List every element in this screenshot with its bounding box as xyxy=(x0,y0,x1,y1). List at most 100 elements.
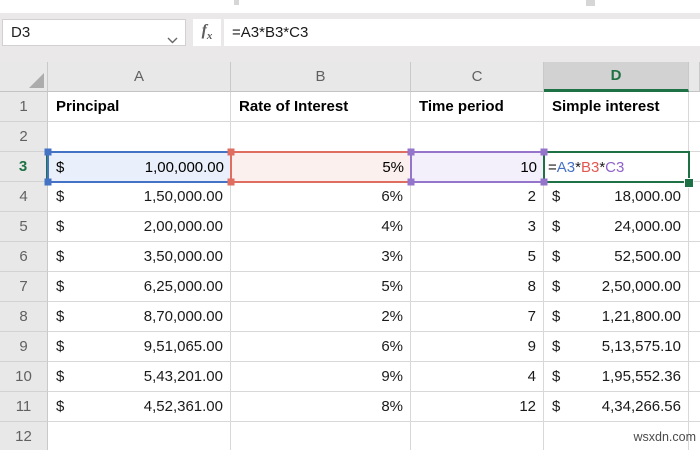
reference-box-b3[interactable]: 5% xyxy=(230,151,412,183)
cell-d5[interactable]: $24,000.00 xyxy=(544,212,689,242)
cell-b7[interactable]: 5% xyxy=(231,272,411,302)
cell-d8[interactable]: $1,21,800.00 xyxy=(544,302,689,332)
cell-a12[interactable] xyxy=(48,422,231,450)
cell-value: 1,50,000.00 xyxy=(143,188,223,205)
cell-d10[interactable]: $1,95,552.36 xyxy=(544,362,689,392)
reference-box-a3[interactable]: $ 1,00,000.00 xyxy=(47,151,232,183)
select-all-button[interactable] xyxy=(0,62,48,92)
ref-handle-red-top[interactable] xyxy=(227,148,235,156)
cell-c5[interactable]: 3 xyxy=(411,212,544,242)
ref-handle-red-bottom[interactable] xyxy=(227,178,235,186)
cell-a10[interactable]: $5,43,201.00 xyxy=(48,362,231,392)
currency-symbol: $ xyxy=(552,188,561,205)
insert-function-button[interactable]: fx xyxy=(193,19,221,46)
column-header-b[interactable]: B xyxy=(231,62,411,92)
cell-a1[interactable]: Principal xyxy=(48,92,231,122)
currency-symbol: $ xyxy=(552,338,561,355)
cell-b1[interactable]: Rate of Interest xyxy=(231,92,411,122)
sheet-row-12: 12 xyxy=(0,422,700,450)
cell-d7[interactable]: $2,50,000.00 xyxy=(544,272,689,302)
reference-box-c3[interactable]: 10 xyxy=(410,151,545,183)
cell-b6[interactable]: 3% xyxy=(231,242,411,272)
cell-value: 18,000.00 xyxy=(614,188,681,205)
ref-handle-blue-top[interactable] xyxy=(44,148,52,156)
row-header-12[interactable]: 12 xyxy=(0,422,48,450)
row-header-7[interactable]: 7 xyxy=(0,272,48,302)
cell-c2[interactable] xyxy=(411,122,544,152)
cell-c10[interactable]: 4 xyxy=(411,362,544,392)
currency-symbol: $ xyxy=(56,218,65,235)
fill-handle[interactable] xyxy=(684,178,694,188)
ref-handle-purple-right-top[interactable] xyxy=(540,148,548,156)
cell-d12[interactable] xyxy=(544,422,689,450)
row-header-9[interactable]: 9 xyxy=(0,332,48,362)
cell-a8[interactable]: $8,70,000.00 xyxy=(48,302,231,332)
cell-c1[interactable]: Time period xyxy=(411,92,544,122)
cell-b11[interactable]: 8% xyxy=(231,392,411,422)
cell-a7[interactable]: $6,25,000.00 xyxy=(48,272,231,302)
cell-d1[interactable]: Simple interest xyxy=(544,92,689,122)
cell-d2[interactable] xyxy=(544,122,689,152)
cell-c7[interactable]: 8 xyxy=(411,272,544,302)
cell-b2[interactable] xyxy=(231,122,411,152)
cell-sliver xyxy=(689,182,700,212)
cell-a6[interactable]: $3,50,000.00 xyxy=(48,242,231,272)
cell-b9[interactable]: 6% xyxy=(231,332,411,362)
row-header-1[interactable]: 1 xyxy=(0,92,48,122)
cell-c12[interactable] xyxy=(411,422,544,450)
sheet-row-7: 7 $6,25,000.00 5% 8 $2,50,000.00 xyxy=(0,272,700,302)
cell-c9[interactable]: 9 xyxy=(411,332,544,362)
cut-off-ribbon-strip xyxy=(0,0,700,13)
cell-a2[interactable] xyxy=(48,122,231,152)
cell-a5[interactable]: $2,00,000.00 xyxy=(48,212,231,242)
cell-b12[interactable] xyxy=(231,422,411,450)
cell-c4[interactable]: 2 xyxy=(411,182,544,212)
cell-value: 1,95,552.36 xyxy=(601,368,681,385)
formula-input[interactable]: =A3*B3*C3 xyxy=(224,19,700,46)
ref-handle-purple-right-bottom[interactable] xyxy=(540,178,548,186)
active-cell-d3-formula[interactable]: = A3 * B3 * C3 xyxy=(543,151,690,183)
cell-value: 9,51,065.00 xyxy=(143,338,223,355)
row-header-4[interactable]: 4 xyxy=(0,182,48,212)
cell-a4[interactable]: $1,50,000.00 xyxy=(48,182,231,212)
cell-value: 5,13,575.10 xyxy=(601,338,681,355)
cell-d9[interactable]: $5,13,575.10 xyxy=(544,332,689,362)
cell-value: 24,000.00 xyxy=(614,218,681,235)
cell-b5[interactable]: 4% xyxy=(231,212,411,242)
cell-value: 8% xyxy=(381,398,403,415)
cell-sliver xyxy=(689,272,700,302)
row-header-3-selected[interactable]: 3 xyxy=(0,152,48,182)
cell-b10[interactable]: 9% xyxy=(231,362,411,392)
formula-token-b3: B3 xyxy=(580,158,600,176)
row-header-2[interactable]: 2 xyxy=(0,122,48,152)
cell-value: 4 xyxy=(527,368,536,385)
column-header-a[interactable]: A xyxy=(48,62,231,92)
cell-a9[interactable]: $9,51,065.00 xyxy=(48,332,231,362)
cell-b4[interactable]: 6% xyxy=(231,182,411,212)
ref-handle-purple-left-bottom[interactable] xyxy=(407,178,415,186)
sheet-row-2: 2 xyxy=(0,122,700,152)
name-box-value: D3 xyxy=(11,24,31,41)
cell-a11[interactable]: $4,52,361.00 xyxy=(48,392,231,422)
currency-symbol: $ xyxy=(56,308,65,325)
currency-symbol: $ xyxy=(56,338,65,355)
cell-c8[interactable]: 7 xyxy=(411,302,544,332)
ref-handle-purple-left-top[interactable] xyxy=(407,148,415,156)
row-header-11[interactable]: 11 xyxy=(0,392,48,422)
name-box-dropdown[interactable] xyxy=(167,31,178,48)
row-header-8[interactable]: 8 xyxy=(0,302,48,332)
name-box[interactable]: D3 xyxy=(2,19,186,46)
cell-b8[interactable]: 2% xyxy=(231,302,411,332)
row-header-6[interactable]: 6 xyxy=(0,242,48,272)
column-header-c[interactable]: C xyxy=(411,62,544,92)
cell-c6[interactable]: 5 xyxy=(411,242,544,272)
column-header-d-selected[interactable]: D xyxy=(544,62,689,92)
row-header-5[interactable]: 5 xyxy=(0,212,48,242)
ref-handle-blue-bottom[interactable] xyxy=(44,178,52,186)
row-header-10[interactable]: 10 xyxy=(0,362,48,392)
cell-c11[interactable]: 12 xyxy=(411,392,544,422)
cell-d6[interactable]: $52,500.00 xyxy=(544,242,689,272)
cell-d11[interactable]: $4,34,266.56 xyxy=(544,392,689,422)
cell-sliver xyxy=(689,122,700,152)
cell-d4[interactable]: $18,000.00 xyxy=(544,182,689,212)
